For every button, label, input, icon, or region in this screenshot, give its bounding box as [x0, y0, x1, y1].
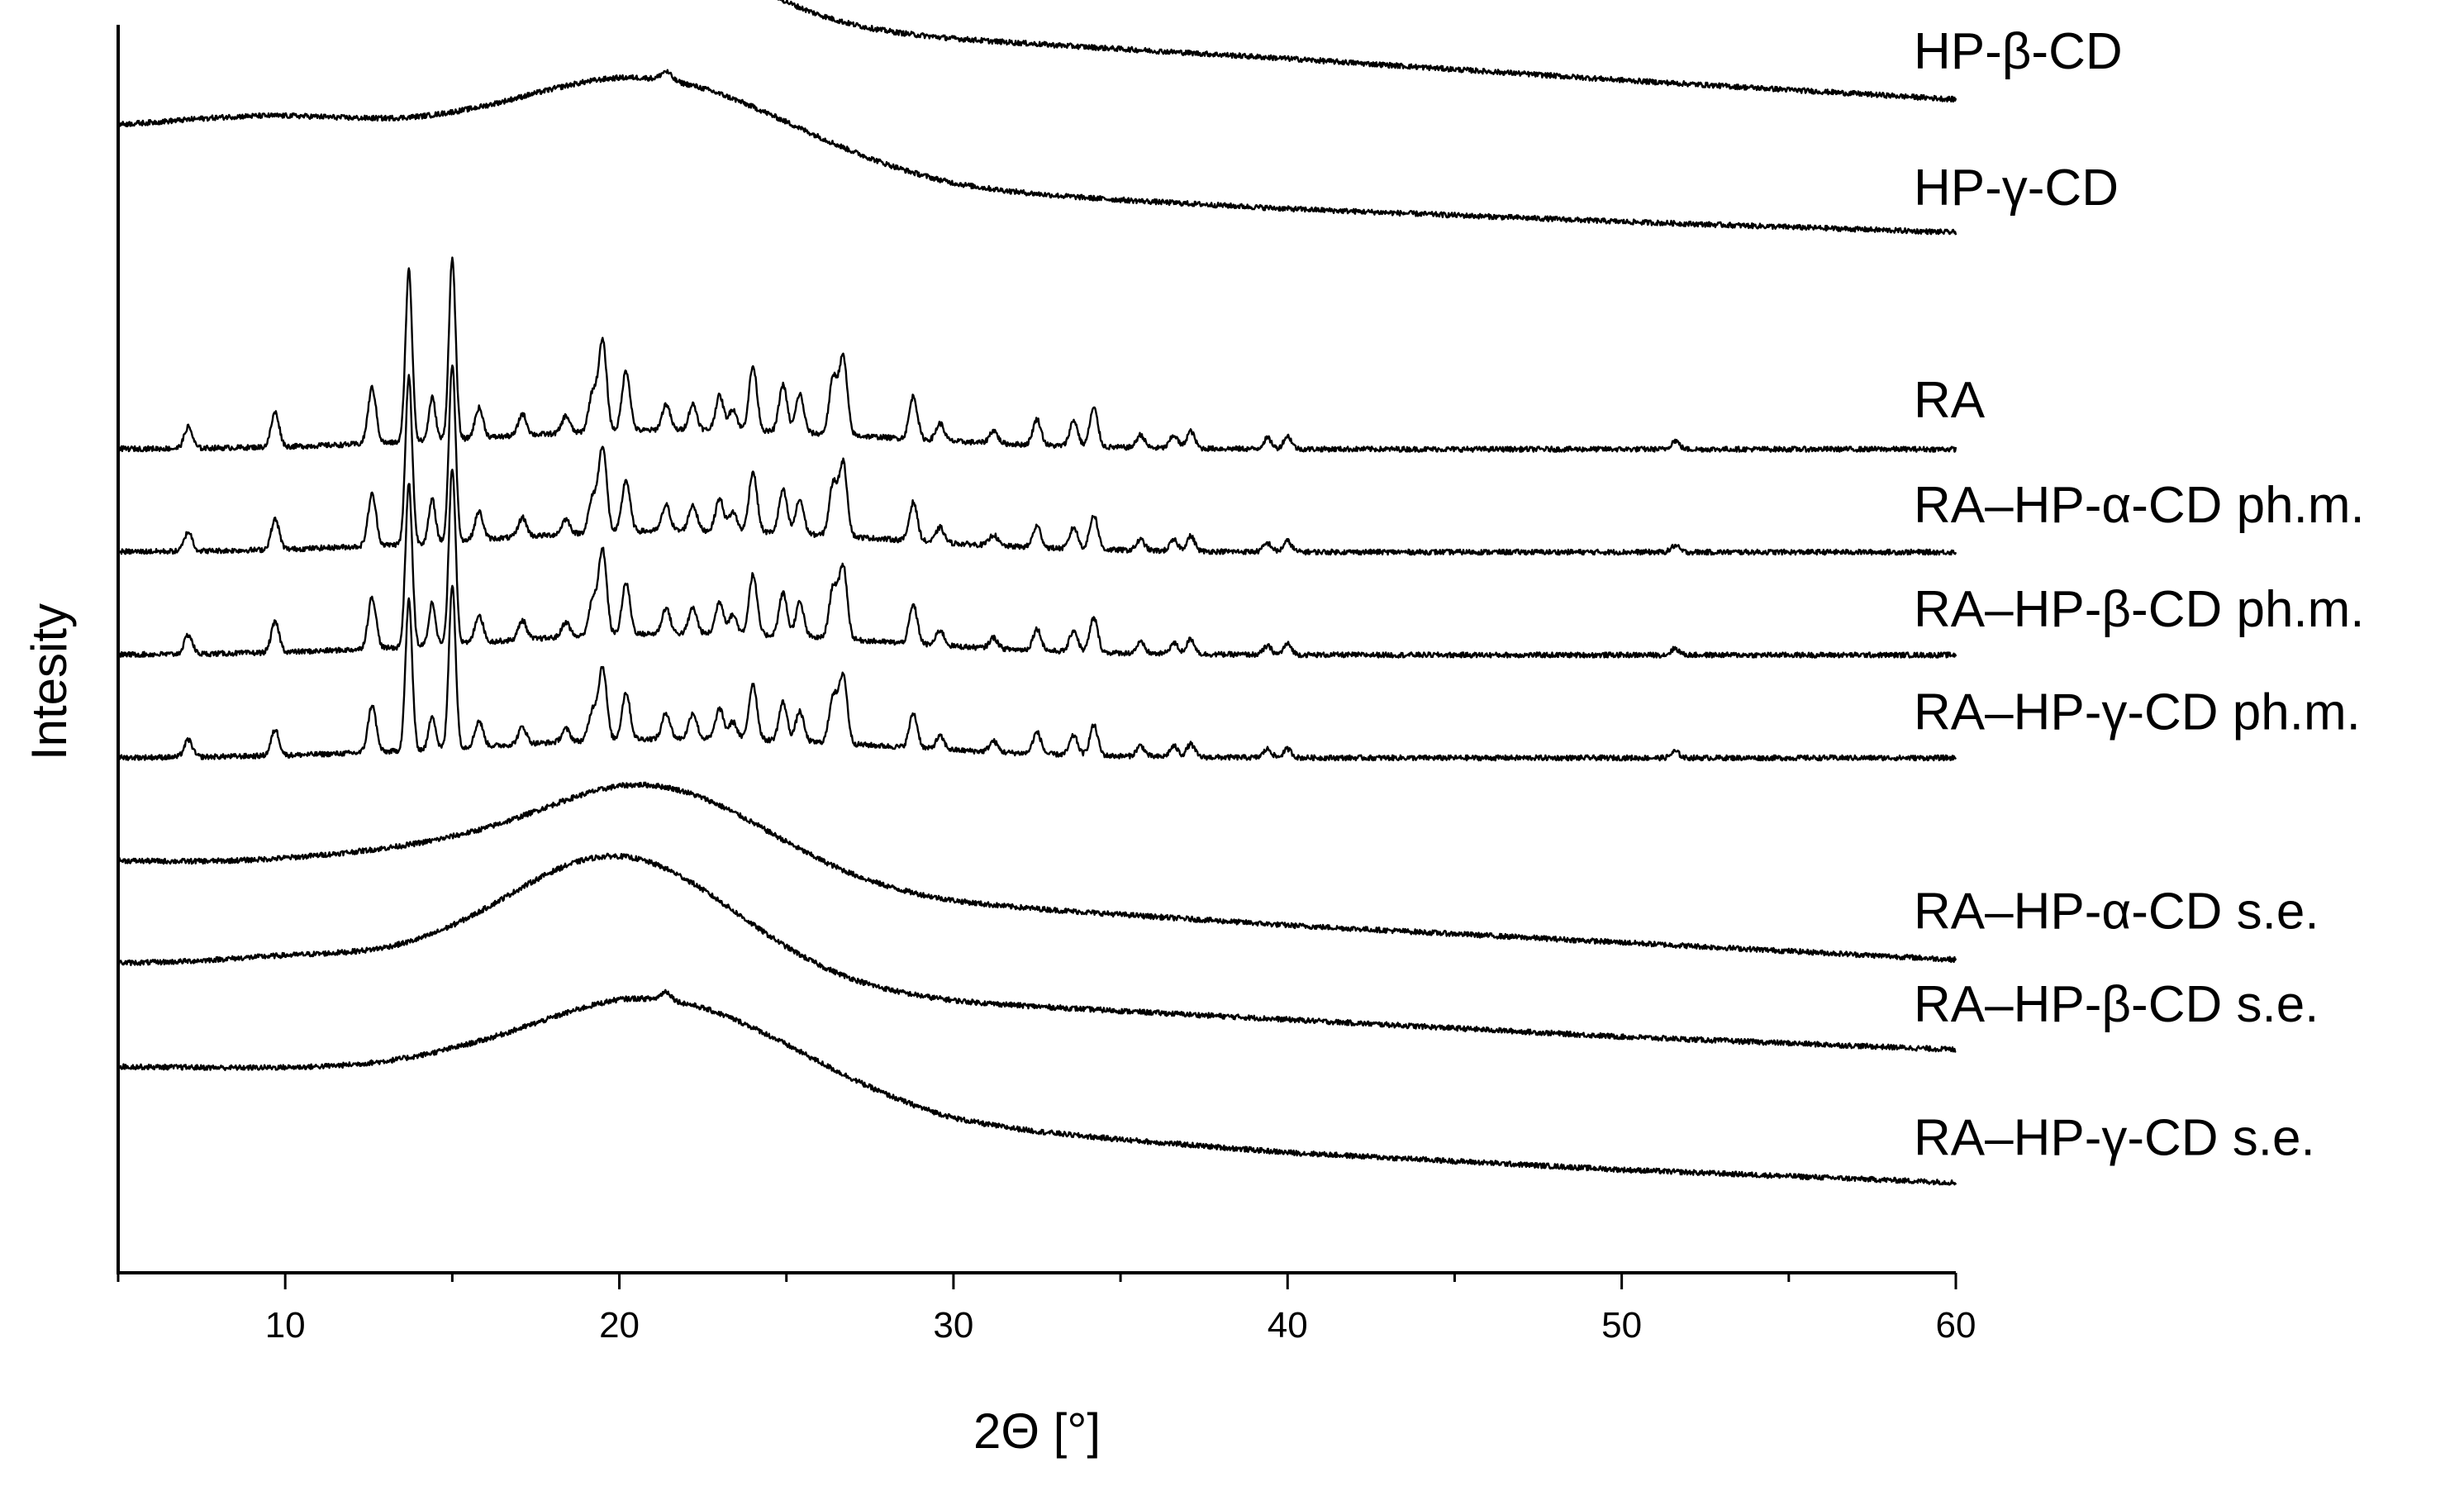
series-label-8: RA–HP-α-CD s.e.	[1914, 884, 2319, 941]
series-label-6: RA–HP-β-CD ph.m.	[1914, 581, 2365, 638]
trace-6	[117, 469, 1957, 659]
trace-3	[117, 69, 1957, 236]
trace-7	[117, 584, 1957, 762]
x-tick-label: 60	[1936, 1305, 1976, 1346]
series-label-3: HP-γ-CD	[1914, 160, 2119, 217]
y-axis-label: Intesity	[21, 603, 77, 760]
x-ticks	[117, 1273, 1957, 1289]
trace-4	[117, 256, 1957, 453]
x-tick-label: 50	[1601, 1305, 1642, 1346]
series-label-4: RA	[1914, 372, 1986, 429]
trace-5	[117, 364, 1957, 556]
x-tick-label: 20	[599, 1305, 640, 1346]
trace-2	[777, 0, 1957, 103]
x-tick-label: 30	[933, 1305, 973, 1346]
series-label-7: RA–HP-γ-CD ph.m.	[1914, 684, 2361, 741]
series-label-2: HP-β-CD	[1914, 23, 2123, 80]
trace-9	[117, 852, 1957, 1053]
x-tick-label: 40	[1268, 1305, 1308, 1346]
axes	[117, 25, 1956, 1274]
series-label-10: RA–HP-γ-CD s.e.	[1914, 1109, 2315, 1166]
x-axis-label: 2Θ [°]	[973, 1403, 1101, 1459]
series-label-9: RA–HP-β-CD s.e.	[1914, 976, 2319, 1033]
trace-10	[117, 988, 1957, 1186]
series-label-5: RA–HP-α-CD ph.m.	[1914, 477, 2365, 534]
trace-8	[117, 781, 1957, 964]
x-tick-label: 10	[265, 1305, 306, 1346]
x-tick-labels: 10 20 30 40 50 60	[265, 1305, 1976, 1346]
diffraction-traces	[117, 0, 1957, 1186]
